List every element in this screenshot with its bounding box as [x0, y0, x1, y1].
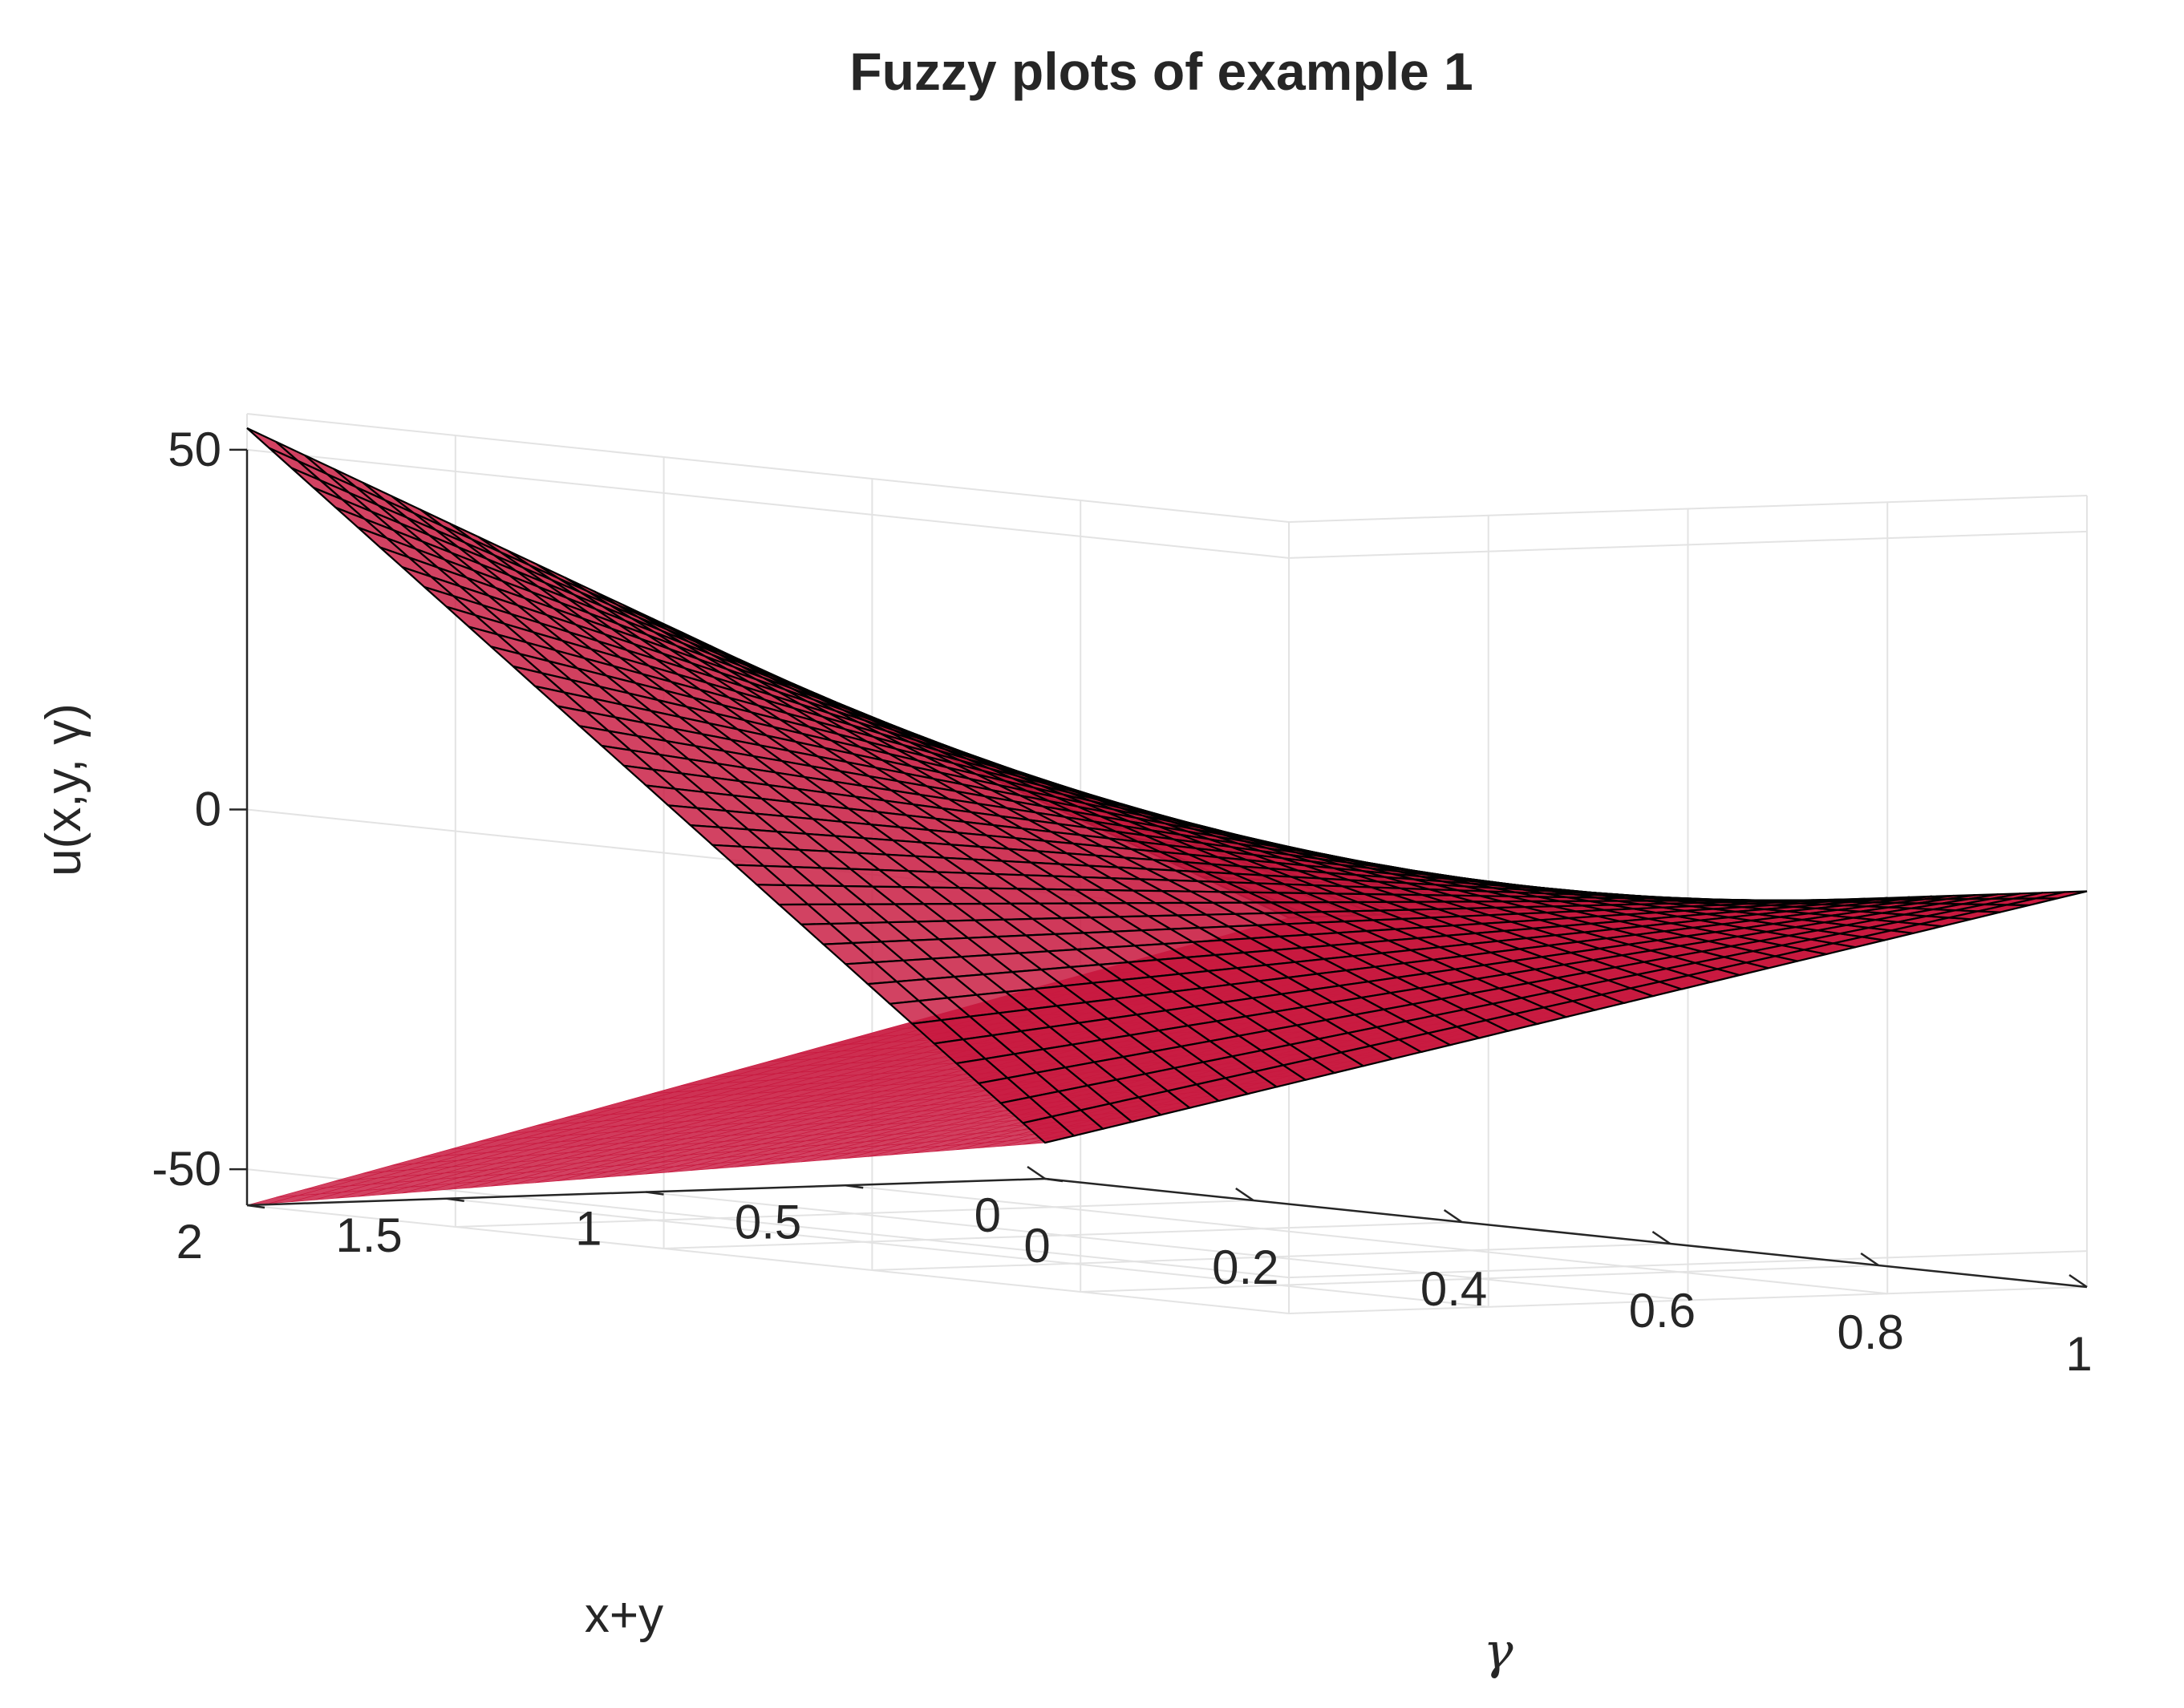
x-tick-label: 0.4: [1420, 1262, 1487, 1316]
x-tick-mark: [1443, 1208, 1463, 1224]
x-axis-label: γ: [1483, 1621, 1513, 1680]
x-tick-mark: [2069, 1273, 2088, 1289]
surface-upper-cell: [2036, 890, 2088, 900]
z-tick-label: -50: [152, 1142, 221, 1196]
x-tick-label: 1: [2065, 1327, 2092, 1381]
tick-label-layer: -50 0 50 0 0.5 1 1.5 2 0 0.2 0.4 0.6 0.8 1: [152, 423, 2092, 1381]
side-wall-gridline: [1288, 495, 2088, 523]
y-tick-mark: [1044, 1177, 1064, 1183]
x-tick-mark: [1860, 1252, 1879, 1267]
x-tick-label: 0.6: [1629, 1284, 1696, 1338]
y-tick-label: 1.5: [335, 1208, 402, 1262]
y-tick-mark: [246, 1204, 265, 1209]
side-wall-gridline: [1288, 1250, 2088, 1279]
x-tick-mark: [1651, 1230, 1671, 1245]
floor-gridline: [845, 1184, 1888, 1295]
back-wall-gridline: [246, 413, 1290, 523]
z-tick-label: 0: [195, 783, 221, 836]
chart-title: Fuzzy plots of example 1: [849, 42, 1473, 101]
side-wall-gridline: [1288, 530, 2088, 559]
z-tick-label: 50: [168, 423, 221, 476]
back-wall-gridline: [246, 448, 1290, 559]
surface-upper-cell: [246, 427, 299, 462]
x-tick-mark: [1027, 1165, 1046, 1180]
x-tick-mark: [1235, 1187, 1254, 1202]
y-tick-mark: [646, 1191, 664, 1196]
y-tick-label: 2: [176, 1215, 203, 1269]
y-axis-label: x+y: [585, 1588, 663, 1643]
y-tick-mark: [845, 1184, 864, 1189]
x-axis-line: [1044, 1177, 2088, 1289]
y-tick-label: 0: [974, 1188, 1001, 1242]
x-tick-label: 0.2: [1212, 1241, 1278, 1294]
floor-gridline: [446, 1197, 1489, 1308]
floor-gridline: [246, 1204, 1290, 1314]
axis-layer: [229, 448, 2088, 1289]
x-tick-label: 0.8: [1837, 1305, 1903, 1359]
floor-gridline: [646, 1191, 1688, 1301]
y-tick-mark: [446, 1197, 464, 1202]
z-axis-label: u(x,y, γ): [36, 703, 91, 876]
surface-layer: [246, 427, 2088, 1206]
y-tick-label: 0.5: [735, 1195, 801, 1249]
y-tick-label: 1: [575, 1202, 602, 1256]
x-tick-label: 0: [1023, 1219, 1050, 1273]
